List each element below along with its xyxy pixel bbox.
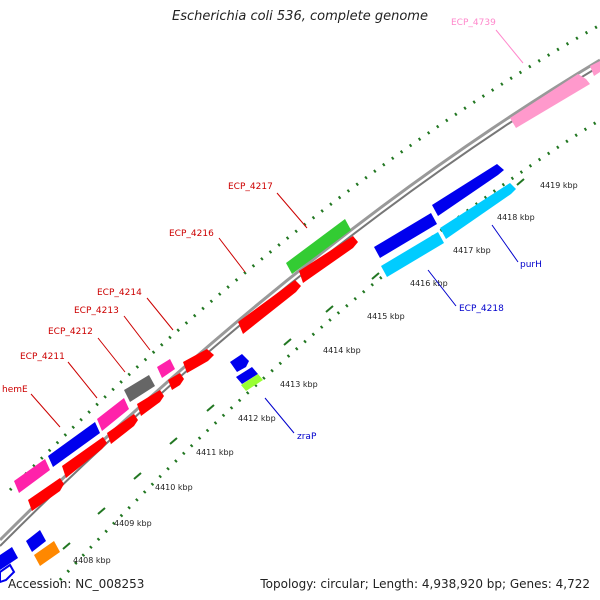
label-ECP_4217[interactable]: ECP_4217 — [228, 182, 273, 192]
tick-label-4409: 4409 kbp — [114, 519, 152, 528]
tick-4412 — [206, 404, 215, 412]
tick-4419 — [516, 178, 525, 186]
tick-4408 — [62, 542, 71, 550]
tick-4410 — [133, 472, 142, 480]
gene-red-d[interactable] — [137, 390, 164, 416]
tick-4416 — [371, 272, 380, 280]
gene-red-g[interactable] — [238, 280, 301, 334]
tick-label-4414: 4414 kbp — [323, 346, 361, 355]
tick-marks — [62, 178, 525, 550]
gene-magenta-b[interactable] — [97, 398, 129, 431]
label-hemE[interactable]: hemE — [2, 385, 28, 395]
gene-red-h[interactable] — [299, 236, 358, 283]
map-title: Escherichia coli 536, complete genome — [172, 9, 428, 24]
gene-pink-a[interactable] — [510, 74, 590, 128]
tick-label-4418: 4418 kbp — [497, 213, 535, 222]
gene-red-e[interactable] — [168, 373, 184, 390]
gene-green-a[interactable] — [286, 219, 351, 274]
label-ECP_4739[interactable]: ECP_4739 — [451, 18, 496, 28]
gene-blue-g[interactable] — [432, 164, 504, 216]
tick-label-4419: 4419 kbp — [540, 181, 578, 190]
tick-4415 — [325, 305, 334, 313]
gene-red-f[interactable] — [183, 349, 214, 373]
label-ECP_4211[interactable]: ECP_4211 — [20, 352, 65, 362]
tick-4409 — [97, 507, 106, 515]
gene-magenta-a[interactable] — [14, 459, 50, 493]
label-ECP_4214[interactable]: ECP_4214 — [97, 288, 142, 298]
gene-gray-a[interactable] — [124, 375, 155, 402]
gene-red-c[interactable] — [107, 414, 138, 444]
inner-dotted-ring — [58, 118, 600, 582]
tick-label-4408: 4408 kbp — [73, 556, 111, 565]
corner-marker — [0, 563, 16, 584]
leader-ECP_4213 — [123, 315, 151, 351]
gene-blue-c[interactable] — [26, 530, 46, 552]
gene-blue-f[interactable] — [374, 213, 437, 258]
tick-4414 — [283, 338, 292, 346]
leader-ECP_4739 — [495, 29, 524, 64]
label-ECP_4212[interactable]: ECP_4212 — [48, 327, 93, 337]
gene-blue-a[interactable] — [48, 422, 100, 467]
tick-label-4415: 4415 kbp — [367, 312, 405, 321]
leader-ECP_4211 — [67, 361, 98, 399]
label-ECP_4216[interactable]: ECP_4216 — [169, 229, 214, 239]
tick-4411 — [169, 437, 178, 445]
tick-label-4417: 4417 kbp — [453, 246, 491, 255]
label-ECP_4213[interactable]: ECP_4213 — [74, 306, 119, 316]
backbone-outer — [0, 58, 600, 542]
label-ECP_4218[interactable]: ECP_4218 — [459, 304, 504, 314]
leader-ECP_4212 — [97, 337, 126, 373]
tick-labels: 4408 kbp 4409 kbp 4410 kbp 4411 kbp 4412… — [73, 181, 578, 565]
gene-red-b[interactable] — [62, 437, 107, 478]
gene-cyan-a[interactable] — [381, 232, 444, 277]
leader-ECP_4216 — [218, 237, 246, 273]
label-zraP[interactable]: zraP — [297, 432, 317, 442]
gene-red-a[interactable] — [28, 478, 64, 511]
tick-label-4410: 4410 kbp — [155, 483, 193, 492]
leader-zraP — [264, 397, 295, 434]
leader-ECP_4218 — [427, 269, 457, 307]
gene-blue-e[interactable] — [236, 367, 258, 384]
gene-magenta-c[interactable] — [157, 359, 175, 378]
leader-ECP_4214 — [146, 297, 174, 331]
gene-lime-a[interactable] — [241, 374, 263, 391]
tick-label-4416: 4416 kbp — [410, 279, 448, 288]
leader-ECP_4217 — [276, 192, 308, 229]
leader-purH — [491, 224, 519, 263]
tick-label-4413: 4413 kbp — [280, 380, 318, 389]
topology-summary: Topology: circular; Length: 4,938,920 bp… — [260, 577, 590, 591]
label-leaders — [30, 29, 524, 434]
leader-hemE — [30, 393, 61, 428]
tick-label-4412: 4412 kbp — [238, 414, 276, 423]
gene-blue-b[interactable] — [0, 547, 18, 570]
gene-cyan-b[interactable] — [440, 183, 516, 239]
gene-orange-a[interactable] — [34, 541, 60, 566]
tick-label-4411: 4411 kbp — [196, 448, 234, 457]
label-purH[interactable]: purH — [520, 260, 542, 270]
gene-pink-b[interactable] — [590, 61, 600, 76]
gene-blue-d[interactable] — [230, 354, 249, 372]
accession-text: Accession: NC_008253 — [8, 577, 145, 591]
